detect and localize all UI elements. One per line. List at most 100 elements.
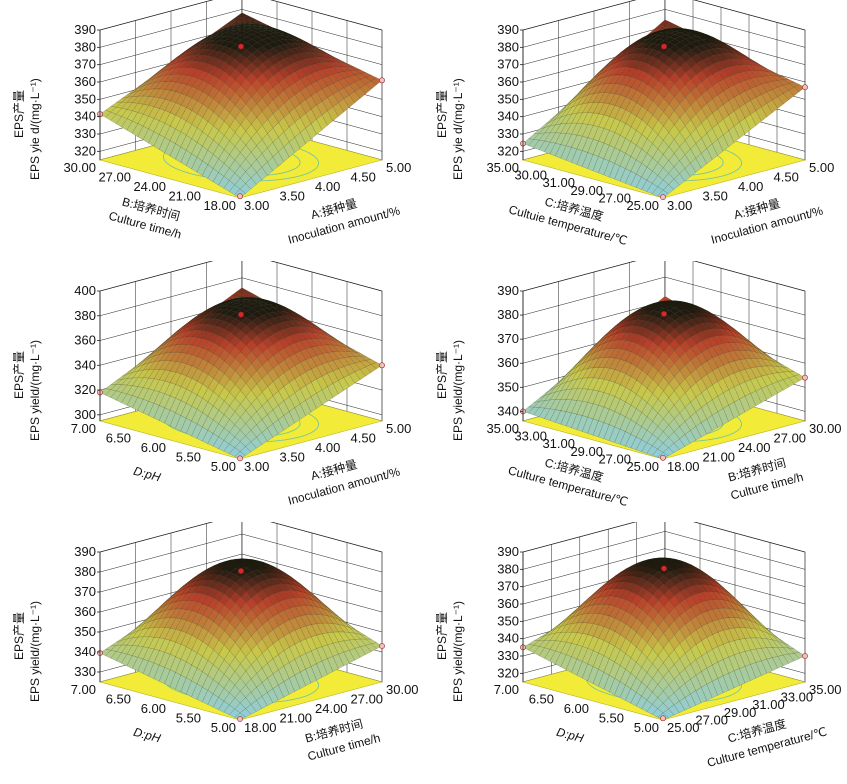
surface-patch <box>653 557 665 560</box>
surface-patch <box>316 69 329 79</box>
surface-patch <box>657 690 669 704</box>
surface-patch <box>311 322 323 331</box>
surface-patch <box>772 656 784 669</box>
surface-patch <box>170 587 182 598</box>
surface-patch <box>115 392 128 404</box>
surface-patch <box>673 438 686 450</box>
surface-patch <box>159 68 172 77</box>
surface-patch <box>668 704 680 716</box>
surface-mesh <box>99 557 383 721</box>
left-axis-tick-label: 21.00 <box>168 189 201 204</box>
surface-patch <box>538 647 551 659</box>
z-tick-label: 340 <box>74 357 96 372</box>
surface-patch <box>207 433 219 447</box>
panel-d: EPS产量 EPS yield/(mg·L⁻¹) 340 350 360 370 380… <box>423 261 846 522</box>
surface-patch <box>603 160 615 178</box>
surface-patch <box>278 117 290 133</box>
surface-patch <box>723 641 735 658</box>
surface-patch <box>273 601 285 614</box>
surface-patch <box>555 617 567 627</box>
surface-patch <box>766 99 778 114</box>
left-axis-tick-label: 25.00 <box>626 459 659 474</box>
surface-patch <box>663 600 675 614</box>
surface-mesh <box>522 557 806 721</box>
surface-patch <box>647 563 660 570</box>
surface-patch <box>641 338 654 350</box>
surface-patch <box>717 104 729 120</box>
surface-patch <box>663 305 676 311</box>
right-axis-tick-label: 31.00 <box>752 697 785 712</box>
surface-patch <box>239 708 252 718</box>
design-point-center <box>661 43 667 50</box>
surface-patch <box>717 378 729 394</box>
surface-patch <box>272 419 284 435</box>
z-tick-label: 340 <box>497 631 519 646</box>
surface-mesh <box>522 19 806 199</box>
surface-patch <box>289 365 301 379</box>
z-tick-label: 300 <box>74 407 96 422</box>
surface-patch <box>630 692 642 707</box>
surface-patch <box>598 422 610 440</box>
surface-patch <box>641 349 654 362</box>
z-tick-label: 380 <box>74 308 96 323</box>
surface-patch <box>316 345 329 355</box>
left-axis-tick-label: 5.00 <box>211 720 236 735</box>
surface-patch <box>116 374 128 381</box>
surface-patch <box>332 61 345 67</box>
surface-patch <box>143 88 155 97</box>
surface-patch <box>213 590 225 602</box>
right-axis-tick-label: 27.00 <box>351 692 384 707</box>
surface-patch <box>706 127 718 145</box>
surface-patch <box>212 436 225 450</box>
surface-patch <box>609 588 621 597</box>
surface-patch <box>685 33 698 38</box>
surface-patch <box>273 340 285 353</box>
surface-patch <box>272 684 284 701</box>
design-point-right <box>379 77 385 84</box>
left-axis-tick-label: 6.00 <box>141 701 166 716</box>
surface-patch <box>267 604 279 617</box>
surface-patch <box>652 571 665 580</box>
surface-patch <box>646 143 659 159</box>
surface-patch <box>300 75 312 88</box>
surface-patch <box>657 633 670 649</box>
surface-patch <box>115 116 128 128</box>
surface-patch <box>675 559 686 563</box>
surface-patch <box>272 151 284 167</box>
left-axis-tick-label: 5.00 <box>211 459 236 474</box>
surface-patch <box>712 661 724 679</box>
surface-patch <box>142 128 155 144</box>
surface-patch <box>104 645 117 651</box>
right-axis-tick-label: 29.00 <box>724 705 757 720</box>
surface-patch <box>197 44 210 51</box>
surface-patch <box>250 436 263 449</box>
surface-patch <box>679 623 691 639</box>
surface-patch <box>669 301 681 305</box>
surface-patch <box>262 359 274 374</box>
surface-patch <box>192 315 204 323</box>
surface-patch <box>267 344 279 356</box>
surface-patch <box>262 68 274 81</box>
surface-patch <box>679 97 691 112</box>
surface-patch <box>593 336 605 347</box>
surface-mesh <box>99 12 383 199</box>
right-axis-tick-label: 3.00 <box>244 198 269 213</box>
surface-patch <box>630 631 643 648</box>
left-axis-tick-label: 27.00 <box>98 170 131 185</box>
surface-patch <box>159 380 171 395</box>
z-tick-label: 370 <box>74 584 96 599</box>
surface-patch <box>169 397 182 414</box>
wall-gridline <box>99 0 383 31</box>
surface-patch <box>674 66 686 79</box>
surface-patch <box>549 132 562 144</box>
surface-patch <box>549 640 562 652</box>
surface-patch <box>202 49 215 57</box>
surface-patch <box>533 132 546 141</box>
surface-patch <box>641 73 654 85</box>
surface-patch <box>251 67 263 80</box>
surface-patch <box>674 384 686 400</box>
right-axis-tick-label: 3.50 <box>703 189 728 204</box>
surface-patch <box>635 176 648 190</box>
surface-patch <box>256 97 268 112</box>
surface-patch <box>208 324 220 334</box>
